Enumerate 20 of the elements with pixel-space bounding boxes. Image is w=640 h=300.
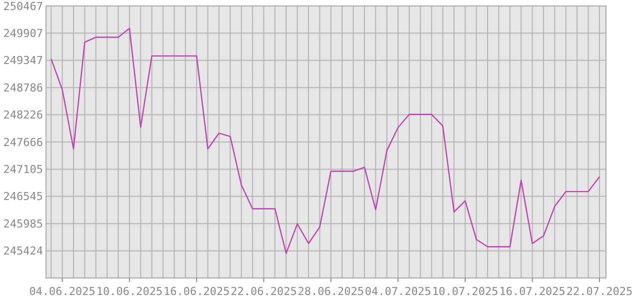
x-tick-label: 22.07.2025 xyxy=(566,285,633,298)
x-tick-label: 16.07.2025 xyxy=(499,285,566,298)
x-tick-label: 04.06.2025 xyxy=(29,285,96,298)
y-tick-label: 245985 xyxy=(3,217,43,230)
y-tick-label: 250467 xyxy=(3,0,43,13)
y-tick-label: 249347 xyxy=(3,54,43,68)
x-tick-label: 16.06.2025 xyxy=(163,285,230,298)
x-tick-label: 28.06.2025 xyxy=(298,285,364,298)
y-tick-label: 246545 xyxy=(3,190,43,204)
y-tick-label: 249907 xyxy=(3,27,43,40)
x-tick-label: 10.06.2025 xyxy=(96,285,163,298)
y-tick-label: 247666 xyxy=(3,136,43,149)
y-tick-label: 248786 xyxy=(3,81,43,94)
x-tick-label: 22.06.2025 xyxy=(230,285,297,298)
x-tick-label: 10.07.2025 xyxy=(432,285,498,298)
y-tick-label: 245424 xyxy=(3,244,44,258)
line-series xyxy=(50,28,600,254)
y-tick-label: 247105 xyxy=(3,163,43,176)
x-tick-label: 04.07.2025 xyxy=(364,285,432,298)
y-tick-label: 248226 xyxy=(3,108,43,122)
